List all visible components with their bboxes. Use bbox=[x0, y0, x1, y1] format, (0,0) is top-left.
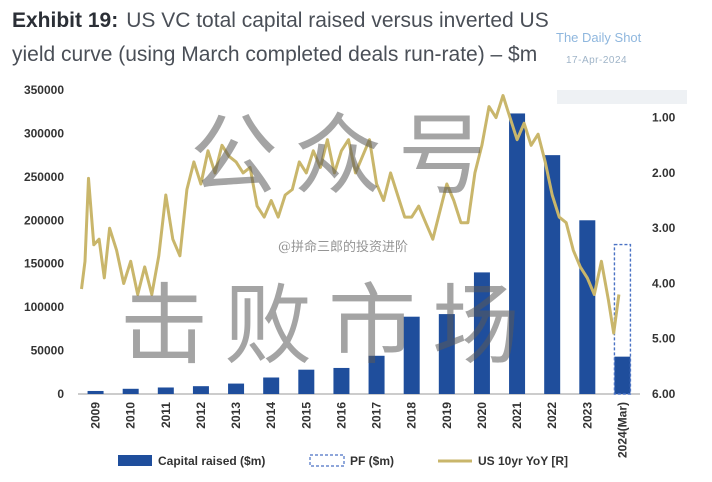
bar bbox=[298, 369, 315, 394]
bar bbox=[122, 388, 139, 394]
y-tick-label: 250000 bbox=[24, 170, 64, 184]
bar bbox=[263, 377, 280, 394]
y-tick-label: 300000 bbox=[24, 126, 64, 140]
legend-label: Capital raised ($m) bbox=[158, 454, 265, 468]
bar bbox=[579, 220, 596, 394]
bar bbox=[368, 355, 385, 394]
y2-tick-label: 3.00 bbox=[652, 221, 676, 235]
y-tick-label: 350000 bbox=[24, 83, 64, 97]
bar bbox=[228, 383, 245, 394]
x-tick-label: 2021 bbox=[510, 402, 524, 429]
y2-tick-label: 5.00 bbox=[652, 332, 676, 346]
y-tick-label: 150000 bbox=[24, 257, 64, 271]
x-tick-label: 2023 bbox=[580, 402, 594, 429]
chart-title: Exhibit 19: US VC total capital raised ve… bbox=[12, 4, 572, 72]
exhibit-label: Exhibit 19: bbox=[12, 9, 119, 32]
legend-label: US 10yr YoY [R] bbox=[478, 454, 568, 468]
bar bbox=[544, 155, 561, 394]
blurred-region bbox=[557, 90, 687, 104]
y2-tick-label: 4.00 bbox=[652, 276, 676, 290]
x-tick-label: 2024(Mar) bbox=[615, 402, 629, 458]
y-tick-label: 50000 bbox=[31, 344, 65, 358]
date-watermark: 17-Apr-2024 bbox=[566, 55, 628, 66]
y-tick-label: 200000 bbox=[24, 213, 64, 227]
x-tick-label: 2012 bbox=[194, 402, 208, 429]
x-tick-label: 2022 bbox=[545, 402, 559, 429]
x-tick-label: 2018 bbox=[405, 402, 419, 429]
bar bbox=[192, 386, 209, 394]
y2-tick-label: 2.00 bbox=[652, 166, 676, 180]
x-tick-label: 2020 bbox=[475, 402, 489, 429]
legend-label: PF ($m) bbox=[350, 454, 394, 468]
bar bbox=[473, 272, 490, 394]
bar bbox=[614, 356, 631, 394]
x-tick-label: 2010 bbox=[124, 402, 138, 429]
y2-tick-label: 1.00 bbox=[652, 111, 676, 125]
x-tick-label: 2016 bbox=[334, 402, 348, 429]
x-tick-label: 2013 bbox=[229, 402, 243, 429]
bar bbox=[438, 314, 455, 394]
x-tick-label: 2015 bbox=[299, 402, 313, 429]
bar bbox=[87, 390, 104, 394]
bar bbox=[333, 367, 350, 394]
y-tick-label: 100000 bbox=[24, 300, 64, 314]
bar bbox=[509, 113, 526, 395]
x-tick-label: 2014 bbox=[264, 402, 278, 429]
y-tick-label: 0 bbox=[57, 387, 64, 401]
bar bbox=[403, 316, 420, 394]
series-line bbox=[80, 94, 621, 335]
bar bbox=[157, 387, 174, 394]
title-text: US VC total capital raised versus invert… bbox=[12, 9, 549, 66]
x-tick-label: 2009 bbox=[89, 402, 103, 429]
legend-swatch-bar bbox=[118, 455, 152, 466]
x-tick-label: 2019 bbox=[440, 402, 454, 429]
x-tick-label: 2011 bbox=[159, 402, 173, 428]
y2-tick-label: 6.00 bbox=[652, 387, 676, 401]
source-watermark: The Daily Shot bbox=[556, 30, 642, 45]
legend-swatch-pf bbox=[309, 454, 345, 467]
x-tick-label: 2017 bbox=[370, 402, 384, 429]
